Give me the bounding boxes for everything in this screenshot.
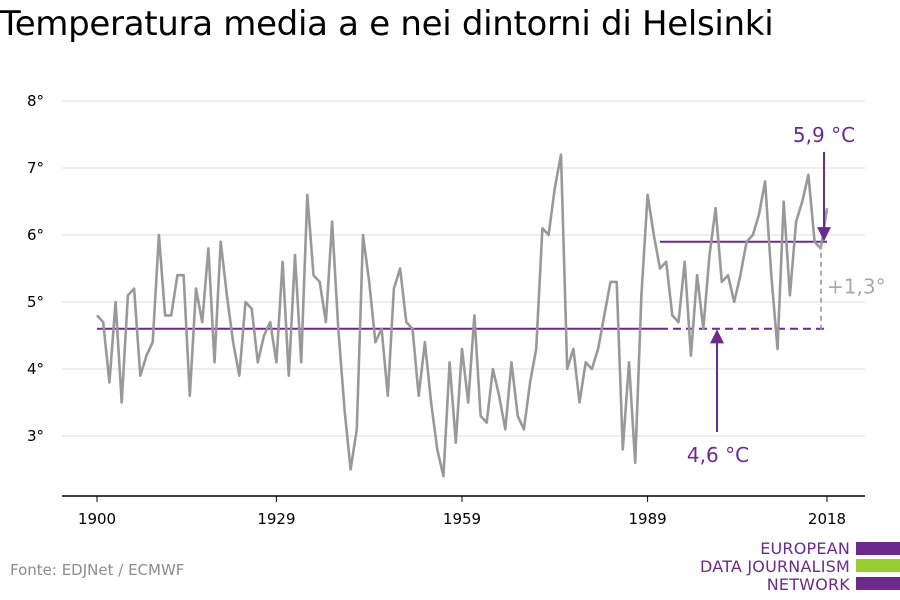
logo-line-data-journalism: DATA JOURNALISM: [700, 557, 850, 576]
logo-bar-top: [856, 542, 900, 555]
edjnet-logo[interactable]: EUROPEAN DATA JOURNALISM NETWORK: [700, 540, 900, 595]
logo-bar-middle: [856, 559, 900, 572]
y-tick-label: 6°: [27, 226, 44, 244]
y-tick-label: 5°: [27, 293, 44, 311]
x-tick-label: 1929: [257, 510, 295, 528]
x-tick-label: 1959: [443, 510, 481, 528]
x-tick-label: 1900: [78, 510, 116, 528]
x-tick-label: 2018: [808, 510, 846, 528]
recent-mean-label: 5,9 °C: [793, 123, 855, 147]
x-tick-label: 1989: [628, 510, 666, 528]
logo-line-european: EUROPEAN: [760, 539, 850, 558]
source-note: Fonte: EDJNet / ECMWF: [10, 561, 185, 579]
temperature-series-line: [96, 153, 829, 478]
difference-label: +1,3°: [827, 274, 886, 298]
y-tick-label: 3°: [27, 427, 44, 445]
chart-title: Temperatura media a e nei dintorni di He…: [0, 4, 774, 44]
y-tick-label: 7°: [27, 159, 44, 177]
baseline-mean-label: 4,6 °C: [687, 443, 749, 467]
logo-line-network: NETWORK: [766, 575, 850, 594]
y-tick-label: 8°: [27, 92, 44, 110]
y-tick-label: 4°: [27, 360, 44, 378]
logo-bar-bottom: [856, 577, 900, 590]
